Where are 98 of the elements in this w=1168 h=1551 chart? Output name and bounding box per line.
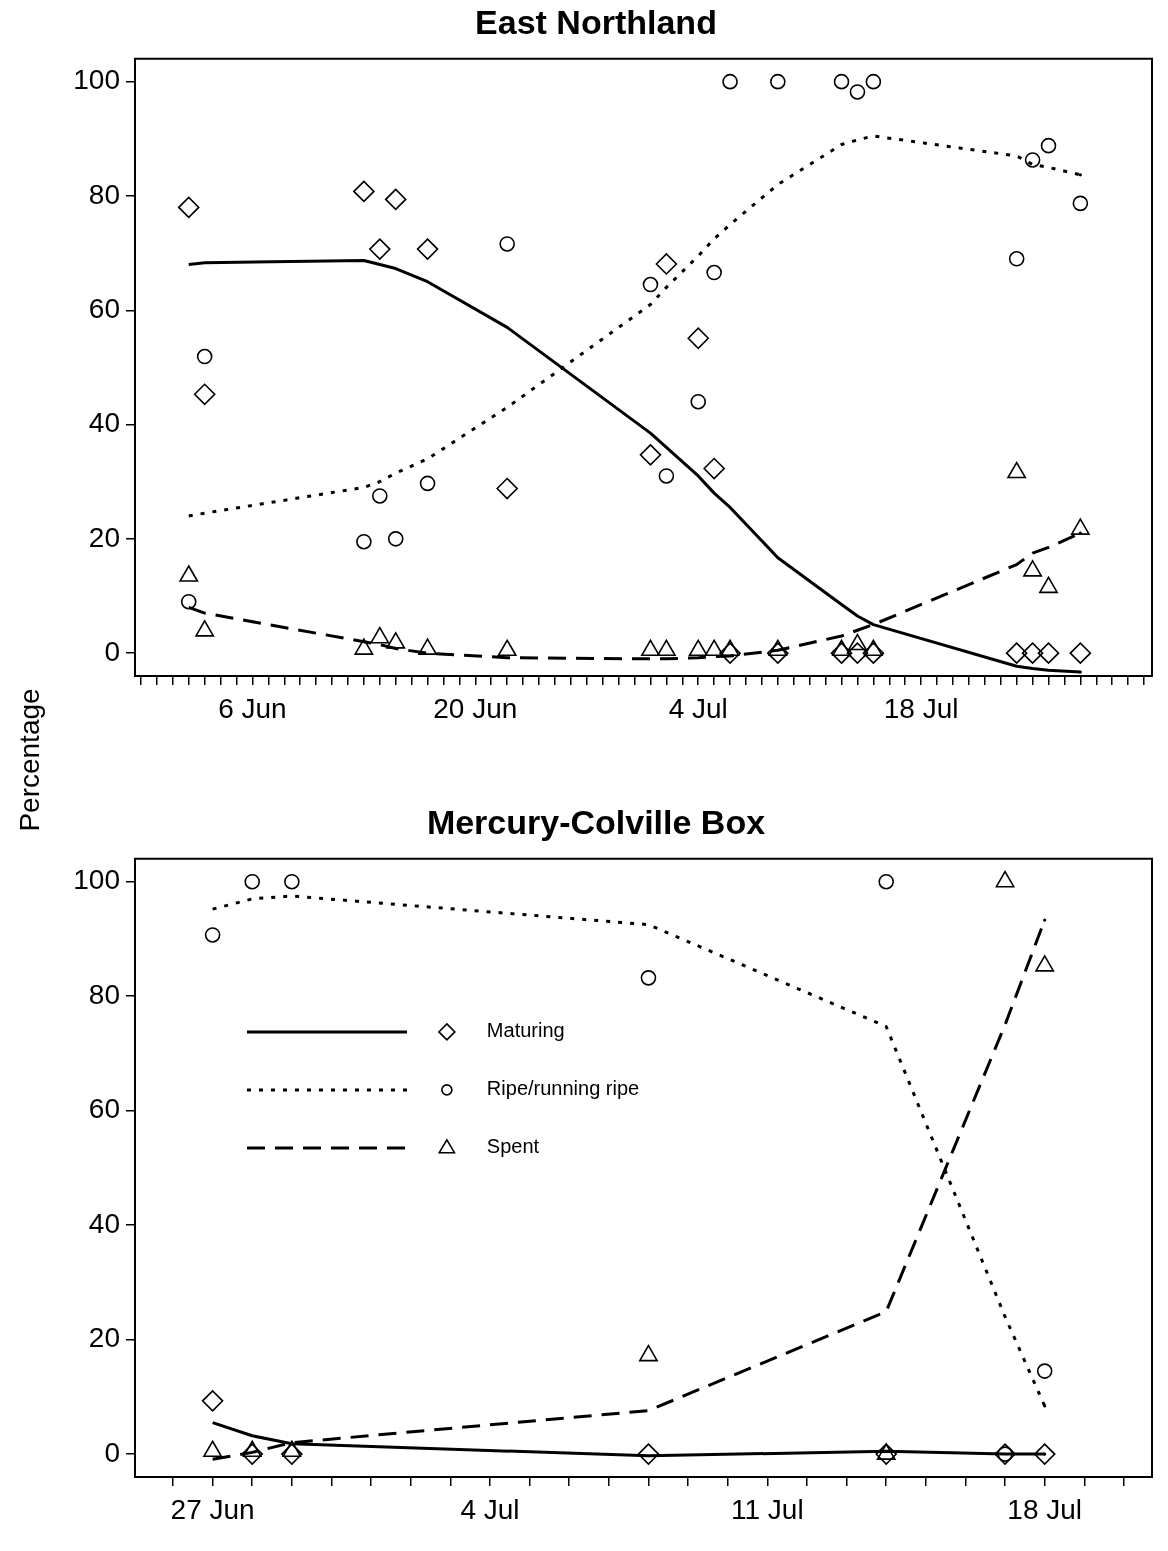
point xyxy=(241,1443,264,1465)
point xyxy=(204,927,221,943)
x-tick-label: 18 Jul xyxy=(883,692,959,724)
x-tick-label: 20 Jun xyxy=(433,692,518,724)
point xyxy=(1036,1363,1053,1379)
point xyxy=(875,1443,897,1465)
point xyxy=(177,196,200,219)
point xyxy=(849,84,866,100)
y-tick-label: 0 xyxy=(104,1436,120,1468)
x-tick-label: 4 Jul xyxy=(460,1493,520,1525)
point xyxy=(720,639,740,657)
point xyxy=(832,639,851,657)
point xyxy=(704,639,724,657)
point xyxy=(384,188,407,211)
point xyxy=(847,633,867,651)
point xyxy=(1037,642,1060,664)
point xyxy=(416,238,439,260)
y-tick-label: 60 xyxy=(88,1093,120,1125)
y-axis-title: Percentage xyxy=(13,687,46,834)
point xyxy=(419,475,436,492)
point xyxy=(687,327,710,350)
point xyxy=(356,533,372,550)
point xyxy=(690,393,707,410)
point xyxy=(387,531,404,547)
point xyxy=(830,642,853,664)
y-tick-label: 80 xyxy=(88,178,120,210)
point xyxy=(353,180,375,203)
point xyxy=(244,873,261,890)
y-tick-label: 20 xyxy=(88,1322,120,1354)
point xyxy=(658,468,675,484)
point xyxy=(201,1390,224,1412)
point xyxy=(193,383,216,406)
point xyxy=(706,264,722,281)
y-tick-label: 40 xyxy=(88,1207,120,1239)
point xyxy=(180,593,197,610)
point xyxy=(195,620,215,637)
point xyxy=(640,970,657,986)
point xyxy=(418,638,438,655)
point xyxy=(370,626,390,644)
point xyxy=(1033,1443,1056,1465)
legend-label: Ripe/running ripe xyxy=(486,1077,640,1100)
x-tick-label: 4 Jul xyxy=(668,692,728,724)
point xyxy=(1021,642,1044,664)
x-tick-label: 18 Jul xyxy=(1007,1493,1083,1525)
legend-label: Spent xyxy=(486,1135,540,1158)
point xyxy=(833,73,850,90)
point xyxy=(196,348,213,365)
point xyxy=(386,632,406,649)
point xyxy=(639,444,662,466)
point xyxy=(1008,251,1025,267)
x-tick-label: 11 Jul xyxy=(731,1493,804,1525)
point xyxy=(179,565,199,582)
point xyxy=(1040,137,1057,154)
point xyxy=(768,639,788,657)
point xyxy=(1007,461,1027,479)
point xyxy=(703,457,725,480)
point xyxy=(369,238,391,260)
chart-title: East Northland xyxy=(475,2,717,41)
point xyxy=(863,639,883,657)
point xyxy=(767,642,789,664)
point xyxy=(1023,560,1043,577)
point xyxy=(499,236,515,252)
point xyxy=(637,1443,660,1465)
point xyxy=(846,642,869,664)
point xyxy=(496,477,518,500)
point xyxy=(656,639,676,657)
point xyxy=(641,639,660,657)
point xyxy=(719,642,741,664)
point xyxy=(688,639,708,657)
x-tick-label: 27 Jun xyxy=(170,1493,255,1525)
point xyxy=(722,73,738,90)
point xyxy=(878,873,894,890)
point xyxy=(655,253,678,275)
y-tick-label: 60 xyxy=(88,292,120,324)
point xyxy=(862,642,885,664)
point xyxy=(1070,518,1090,535)
point xyxy=(1069,642,1092,664)
y-tick-label: 100 xyxy=(73,864,120,896)
point xyxy=(865,73,882,90)
point xyxy=(284,873,300,890)
point xyxy=(770,73,786,90)
point xyxy=(1005,642,1028,664)
point xyxy=(642,276,659,293)
point xyxy=(1039,576,1058,594)
y-tick-label: 100 xyxy=(73,64,120,96)
y-tick-label: 0 xyxy=(104,635,120,667)
x-tick-label: 6 Jun xyxy=(218,692,287,724)
point xyxy=(354,638,374,655)
y-tick-label: 80 xyxy=(88,978,120,1010)
point xyxy=(1024,152,1041,168)
point xyxy=(372,488,388,504)
point xyxy=(281,1443,303,1465)
legend-label: Maturing xyxy=(486,1019,565,1042)
y-tick-label: 40 xyxy=(88,407,120,439)
point xyxy=(497,639,517,657)
chart-title: Mercury-Colville Box xyxy=(426,802,766,841)
point xyxy=(1072,195,1089,212)
y-tick-label: 20 xyxy=(88,521,120,553)
